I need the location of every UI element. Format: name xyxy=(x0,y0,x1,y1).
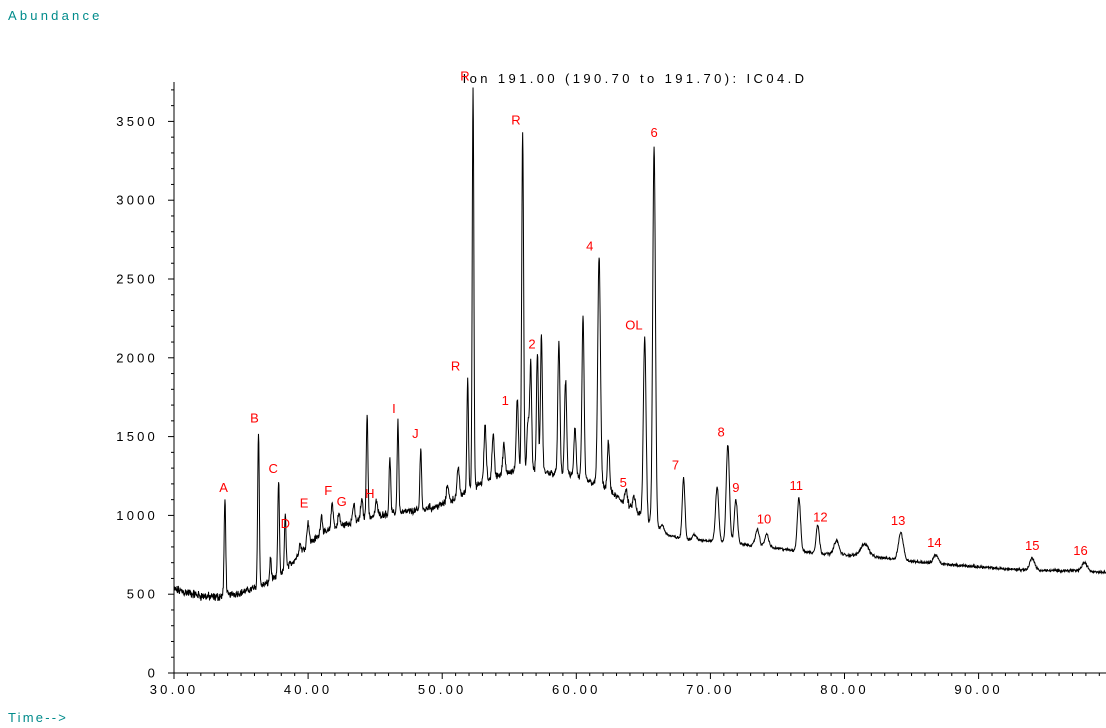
y-axis-label: Abundance xyxy=(8,8,103,23)
peak-label: 4 xyxy=(586,239,593,254)
peak-label: 1 xyxy=(502,393,509,408)
peak-label: 7 xyxy=(672,458,679,473)
tick-labels: 0 500 1000 1500 2000 2500 3000 3500 30.00 40.00 50… xyxy=(116,114,1003,697)
peak-label: 11 xyxy=(789,478,803,493)
x-tick-label: 30.00 xyxy=(150,682,199,697)
peak-label: 15 xyxy=(1025,538,1039,553)
peak-label: R xyxy=(460,68,469,83)
peak-label: 16 xyxy=(1073,543,1087,558)
peak-label: E xyxy=(300,496,309,511)
peak-label: 13 xyxy=(891,513,905,528)
x-axis-label: Time--> xyxy=(8,710,69,725)
peak-label: 14 xyxy=(927,535,941,550)
x-tick-label: 90.00 xyxy=(954,682,1003,697)
y-tick-label: 0 xyxy=(148,666,158,681)
chart-title: Ion 191.00 (190.70 to 191.70): IC04.D xyxy=(463,71,808,86)
peak-label: 2 xyxy=(528,336,535,351)
peak-label: G xyxy=(337,494,347,509)
peak-label: 5 xyxy=(620,475,627,490)
peak-label: 6 xyxy=(650,125,657,140)
peak-label: 9 xyxy=(732,480,739,495)
x-tick-label: 40.00 xyxy=(284,682,333,697)
peak-label: I xyxy=(392,401,396,416)
y-tick-label: 3500 xyxy=(116,114,158,129)
tick-marks xyxy=(168,89,1100,679)
peak-label: J xyxy=(412,426,419,441)
peak-label: D xyxy=(281,516,290,531)
y-tick-label: 1500 xyxy=(116,429,158,444)
y-tick-label: 2000 xyxy=(116,350,158,365)
y-tick-label: 3000 xyxy=(116,193,158,208)
x-tick-label: 70.00 xyxy=(686,682,735,697)
chromatogram-trace xyxy=(173,87,1106,602)
peak-label: C xyxy=(269,461,278,476)
peak-label: OL xyxy=(625,317,642,332)
x-tick-label: 60.00 xyxy=(552,682,601,697)
axes xyxy=(173,82,1106,674)
peak-label: R xyxy=(451,358,460,373)
y-tick-label: 1000 xyxy=(116,508,158,523)
peak-label: H xyxy=(365,486,374,501)
peak-label: A xyxy=(219,480,228,495)
x-tick-label: 80.00 xyxy=(820,682,869,697)
y-tick-label: 500 xyxy=(127,587,158,602)
peak-label: 12 xyxy=(813,510,827,525)
x-tick-label: 50.00 xyxy=(418,682,467,697)
peak-label: 10 xyxy=(757,511,771,526)
y-tick-label: 2500 xyxy=(116,272,158,287)
peak-label: F xyxy=(324,483,332,498)
peak-label: 8 xyxy=(718,425,725,440)
peak-label: R xyxy=(511,113,520,128)
peak-label: B xyxy=(250,410,259,425)
